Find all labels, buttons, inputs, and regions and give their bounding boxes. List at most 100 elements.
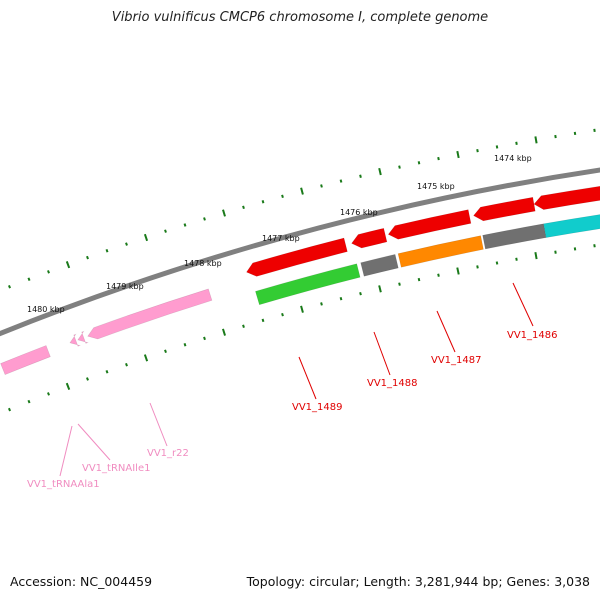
gene-vv1-1488-lower	[360, 253, 399, 277]
inner-tick	[86, 377, 89, 381]
inner-tick	[281, 313, 284, 317]
page-title: Vibrio vulnificus CMCP6 chromosome I, co…	[111, 10, 489, 25]
outer-tick	[261, 200, 265, 204]
outer-tick	[164, 229, 167, 233]
inner-tick	[261, 318, 265, 323]
outer-tick	[8, 284, 11, 289]
gene-label-vv1-1487: VV1_1487	[431, 355, 482, 366]
outer-tick	[417, 161, 421, 165]
tick-label-1475: 1475 kbp	[417, 182, 455, 191]
outer-tick	[437, 156, 440, 161]
genome-backbone	[0, 167, 600, 337]
gene-vv1-r22	[87, 288, 213, 340]
outer-tick	[515, 141, 518, 145]
outer-tick-ring	[8, 128, 596, 289]
gene-vv1-trnaala1	[69, 333, 81, 347]
gene-pink-left	[0, 345, 51, 376]
outer-tick	[65, 261, 71, 269]
outer-tick	[183, 223, 187, 227]
outer-tick	[398, 165, 401, 169]
inner-tick-ring	[8, 244, 596, 412]
genome-summary-text: Topology: circular; Length: 3,281,944 bp…	[246, 574, 590, 589]
gene-vv1-1485-lower	[543, 214, 600, 238]
inner-tick	[183, 342, 187, 347]
inner-tick	[339, 296, 343, 301]
outer-tick	[534, 136, 538, 144]
leader-vv1-trnaala1	[59, 425, 73, 477]
gene-vv1-1487-lower	[397, 235, 484, 268]
gene-label-vv1-1486: VV1_1486	[507, 330, 558, 341]
outer-tick	[339, 179, 343, 183]
inner-tick	[164, 349, 167, 353]
inner-tick	[125, 363, 128, 367]
label-leader-lines	[59, 282, 534, 477]
outer-tick	[378, 167, 382, 176]
gene-label-vv1-1488: VV1_1488	[367, 378, 418, 389]
outer-tick	[495, 145, 499, 149]
inner-tick	[8, 407, 11, 412]
tick-label-1476: 1476 kbp	[340, 208, 378, 217]
inner-tick	[417, 277, 421, 282]
outer-tick	[281, 194, 284, 199]
inner-tick	[378, 285, 382, 293]
inner-tick	[534, 252, 538, 260]
gene-vv1-trnaile1	[77, 330, 89, 344]
outer-tick	[300, 187, 304, 195]
leader-vv1-r22	[149, 402, 168, 447]
gene-label-vv1-trnaile1: VV1_tRNAIle1	[82, 463, 150, 474]
gene-vv1-1485-upper	[533, 185, 600, 210]
gene-vv1-1487-upper	[387, 209, 472, 240]
tick-label-1477: 1477 kbp	[262, 234, 300, 243]
gene-features	[0, 185, 600, 376]
leader-vv1-1486	[512, 282, 534, 327]
inner-tick	[515, 257, 518, 261]
inner-tick	[398, 282, 401, 286]
gene-label-vv1-1489: VV1_1489	[292, 402, 343, 413]
gene-vv1-1488-upper	[351, 227, 388, 249]
gene-vv1-1489-upper	[246, 237, 348, 277]
leader-vv1-1488	[373, 331, 391, 376]
inner-tick	[242, 324, 245, 328]
inner-tick	[65, 382, 71, 390]
tick-label-1478: 1478 kbp	[184, 259, 222, 268]
gene-vv1-1486-lower	[482, 223, 547, 250]
outer-tick	[203, 217, 206, 221]
tick-label-1479: 1479 kbp	[106, 282, 144, 291]
outer-tick	[320, 184, 323, 188]
inner-tick	[105, 370, 109, 374]
inner-tick	[47, 392, 50, 396]
gene-vv1-1489-lower	[255, 263, 361, 306]
inner-tick	[437, 273, 440, 277]
inner-tick	[495, 261, 499, 265]
leader-vv1-trnaile1	[77, 423, 111, 461]
outer-tick	[476, 148, 479, 153]
outer-tick	[105, 249, 109, 253]
outer-tick	[143, 233, 149, 242]
tick-label-1480: 1480 kbp	[27, 305, 65, 314]
inner-tick	[359, 291, 362, 296]
outer-tick	[222, 209, 226, 217]
outer-tick	[242, 205, 245, 210]
gene-label-vv1-r22: VV1_r22	[147, 448, 189, 459]
inner-tick	[476, 265, 479, 269]
inner-tick	[456, 267, 460, 275]
gene-vv1-1486-upper	[473, 196, 536, 222]
outer-tick	[47, 270, 50, 274]
inner-tick	[554, 250, 557, 254]
leader-vv1-1487	[436, 310, 456, 353]
tick-label-1474: 1474 kbp	[494, 154, 532, 163]
inner-tick	[222, 328, 226, 336]
leader-vv1-1489	[298, 356, 317, 400]
outer-tick	[86, 255, 89, 260]
outer-tick	[359, 174, 362, 178]
gene-label-vv1-trnaala1: VV1_tRNAAla1	[27, 479, 100, 490]
inner-tick	[320, 302, 323, 306]
outer-tick	[456, 150, 460, 159]
gene-labels: VV1_1486 VV1_1487 VV1_1488 VV1_1489 VV1_…	[27, 330, 558, 490]
accession-text: Accession: NC_004459	[10, 574, 153, 589]
inner-tick	[143, 354, 149, 362]
inner-tick	[300, 305, 304, 313]
inner-tick	[203, 336, 206, 341]
inner-tick	[27, 399, 31, 404]
